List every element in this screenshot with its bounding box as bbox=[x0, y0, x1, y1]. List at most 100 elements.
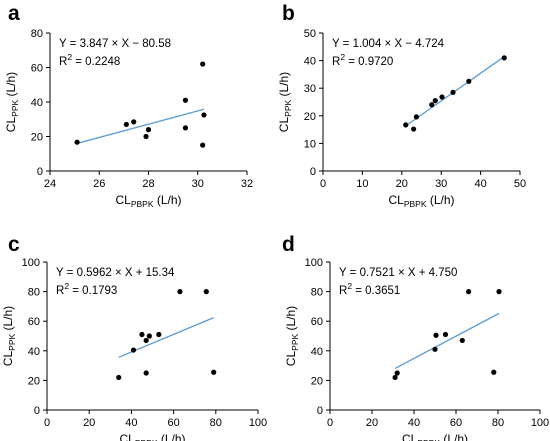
data-point bbox=[116, 374, 122, 381]
y-tick-label: 60 bbox=[28, 316, 40, 328]
data-point bbox=[466, 289, 472, 295]
r-squared-exponent: 2 bbox=[64, 281, 69, 291]
x-tick-label: 30 bbox=[435, 178, 447, 190]
r-squared-value: = 0.9720 bbox=[345, 56, 393, 68]
r-squared-value: = 0.2248 bbox=[72, 56, 120, 68]
y-axis-title-unit: (L/h) bbox=[277, 72, 291, 100]
x-tick-label: 100 bbox=[249, 417, 267, 429]
data-point bbox=[123, 121, 129, 128]
data-point bbox=[392, 374, 398, 381]
y-tick-label: 100 bbox=[305, 257, 323, 269]
panel-letter: d bbox=[282, 233, 295, 256]
r-squared: R2 = 0.9720 bbox=[332, 52, 393, 68]
data-point bbox=[156, 331, 162, 338]
data-point bbox=[177, 289, 183, 295]
r-squared-label: R bbox=[332, 56, 340, 68]
y-axis-title-sub: PPK bbox=[10, 100, 20, 117]
y-tick-label: 20 bbox=[31, 132, 43, 144]
data-point bbox=[433, 332, 439, 338]
y-axis-title-main: CL bbox=[4, 117, 18, 133]
y-axis-title: CLPPK (L/h) bbox=[4, 72, 20, 132]
x-tick-label: 40 bbox=[474, 178, 486, 190]
y-axis-title-sub: PPK bbox=[283, 100, 293, 117]
data-point bbox=[143, 133, 149, 140]
regression-equation: Y = 0.7521 × X + 4.750 bbox=[339, 267, 457, 279]
data-point bbox=[211, 369, 217, 375]
y-tick-label: 20 bbox=[28, 375, 40, 387]
x-tick-label: 100 bbox=[531, 417, 549, 429]
x-axis-title-unit: (L/h) bbox=[427, 193, 455, 207]
panel-d: d020406080100020406080100CLPBPK (L/h)CLP… bbox=[282, 233, 549, 441]
x-tick-label: 24 bbox=[44, 178, 56, 190]
x-tick-label: 20 bbox=[366, 417, 378, 429]
x-tick-label: 50 bbox=[514, 178, 526, 190]
r-squared: R2 = 0.3651 bbox=[339, 281, 400, 297]
y-tick-label: 20 bbox=[311, 375, 323, 387]
y-tick-label: 80 bbox=[311, 287, 323, 299]
y-axis-title: CLPPK (L/h) bbox=[284, 306, 300, 366]
regression-equation: Y = 3.847 × X − 80.58 bbox=[59, 38, 171, 50]
data-point bbox=[74, 139, 80, 145]
r-squared-exponent: 2 bbox=[347, 281, 352, 291]
data-point bbox=[203, 289, 209, 295]
y-tick-label: 40 bbox=[304, 56, 316, 68]
data-point bbox=[146, 333, 152, 339]
x-tick-label: 26 bbox=[93, 178, 105, 190]
panel-c: c020406080100020406080100CLPBPK (L/h)CLP… bbox=[1, 233, 267, 441]
y-tick-label: 0 bbox=[317, 405, 323, 417]
x-axis-title-sub: PBPK bbox=[131, 199, 154, 209]
regression-line bbox=[394, 312, 500, 370]
x-axis-title-sub: PBPK bbox=[404, 199, 427, 209]
y-tick-label: 20 bbox=[304, 111, 316, 123]
data-point bbox=[411, 126, 417, 132]
y-tick-label: 0 bbox=[37, 166, 43, 178]
data-point bbox=[429, 102, 435, 108]
x-axis-title: CLPBPK (L/h) bbox=[115, 193, 181, 209]
x-tick-label: 30 bbox=[192, 178, 204, 190]
x-tick-label: 60 bbox=[450, 417, 462, 429]
y-tick-label: 40 bbox=[28, 346, 40, 358]
x-axis-title: CLPBPK (L/h) bbox=[388, 193, 454, 209]
data-point bbox=[130, 347, 137, 353]
x-axis-title-sub: PBPK bbox=[135, 438, 158, 441]
x-axis-title-main: CL bbox=[119, 432, 135, 441]
y-axis-title-unit: (L/h) bbox=[4, 72, 18, 100]
y-tick-label: 30 bbox=[304, 83, 316, 95]
y-axis-title-unit: (L/h) bbox=[284, 306, 298, 334]
y-tick-label: 60 bbox=[311, 316, 323, 328]
y-tick-label: 80 bbox=[31, 28, 43, 40]
r-squared: R2 = 0.2248 bbox=[59, 52, 120, 68]
data-point bbox=[450, 89, 456, 95]
data-point bbox=[200, 61, 206, 67]
r-squared-label: R bbox=[59, 56, 67, 68]
r-squared-value: = 0.3651 bbox=[352, 285, 400, 297]
x-axis-title: CLPBPK (L/h) bbox=[119, 432, 185, 441]
y-tick-label: 40 bbox=[31, 97, 43, 109]
data-point bbox=[143, 337, 149, 344]
data-point bbox=[501, 55, 507, 61]
x-tick-label: 32 bbox=[241, 178, 253, 190]
y-axis-title-unit: (L/h) bbox=[1, 306, 15, 334]
y-axis-title: CLPPK (L/h) bbox=[1, 306, 17, 366]
x-tick-label: 10 bbox=[356, 178, 368, 190]
r-squared-value: = 0.1793 bbox=[69, 285, 117, 297]
data-point bbox=[201, 112, 207, 118]
y-axis-title-main: CL bbox=[284, 351, 298, 367]
x-axis-title-main: CL bbox=[402, 432, 418, 441]
x-axis-title-sub: PBPK bbox=[417, 438, 440, 441]
x-tick-label: 20 bbox=[396, 178, 408, 190]
x-axis-title-main: CL bbox=[115, 193, 131, 207]
x-axis-title-unit: (L/h) bbox=[154, 193, 182, 207]
data-point bbox=[182, 97, 189, 103]
x-tick-label: 40 bbox=[408, 417, 420, 429]
y-tick-label: 60 bbox=[31, 63, 43, 75]
r-squared-label: R bbox=[56, 285, 64, 297]
data-point bbox=[439, 94, 445, 100]
data-point bbox=[459, 337, 465, 344]
y-tick-label: 80 bbox=[28, 287, 40, 299]
x-tick-label: 80 bbox=[210, 417, 222, 429]
panel-letter: b bbox=[282, 2, 295, 25]
x-tick-label: 0 bbox=[327, 417, 333, 429]
